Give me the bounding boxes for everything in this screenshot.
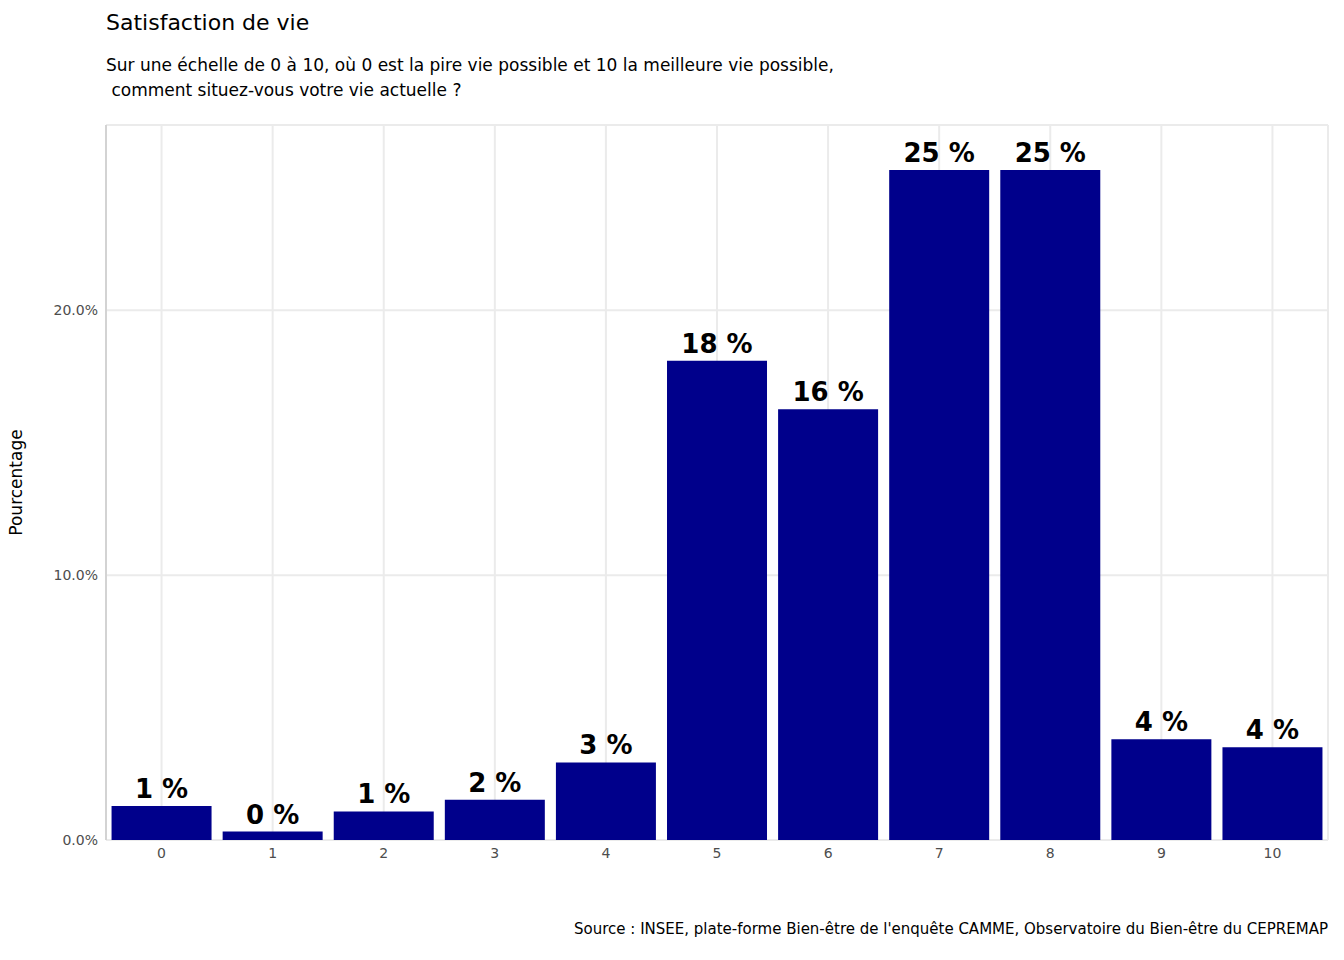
svg-text:25 %: 25 % — [904, 138, 975, 168]
svg-text:1 %: 1 % — [357, 779, 410, 809]
svg-text:4: 4 — [601, 845, 610, 861]
svg-text:2: 2 — [379, 845, 388, 861]
svg-text:4 %: 4 % — [1135, 707, 1188, 737]
svg-text:3: 3 — [490, 845, 499, 861]
svg-text:2 %: 2 % — [468, 768, 521, 798]
svg-text:25 %: 25 % — [1015, 138, 1086, 168]
svg-text:7: 7 — [935, 845, 944, 861]
svg-text:0: 0 — [157, 845, 166, 861]
svg-text:1 %: 1 % — [135, 774, 188, 804]
svg-text:16 %: 16 % — [792, 377, 863, 407]
svg-text:10.0%: 10.0% — [54, 567, 98, 583]
html-text:Satisfaction de vie: Satisfaction de vie — [106, 10, 310, 35]
svg-text:6: 6 — [824, 845, 833, 861]
svg-text:0 %: 0 % — [246, 800, 299, 830]
svg-text:0.0%: 0.0% — [62, 832, 98, 848]
svg-text:1: 1 — [268, 845, 277, 861]
svg-text:8: 8 — [1046, 845, 1055, 861]
svg-text:10: 10 — [1264, 845, 1282, 861]
html-text:Sur une échelle de 0 à 10, où: Sur une échelle de 0 à 10, où 0 est la p… — [106, 55, 834, 100]
svg-text:4 %: 4 % — [1246, 715, 1299, 745]
html-text:Source : INSEE, plate-forme Bi: Source : INSEE, plate-forme Bien-être de… — [574, 920, 1328, 938]
svg-text:9: 9 — [1157, 845, 1166, 861]
svg-text:18 %: 18 % — [681, 329, 752, 359]
svg-text:20.0%: 20.0% — [54, 302, 98, 318]
svg-text:Pourcentage: Pourcentage — [8, 429, 26, 535]
svg-text:3 %: 3 % — [579, 730, 632, 760]
svg-text:5: 5 — [713, 845, 722, 861]
